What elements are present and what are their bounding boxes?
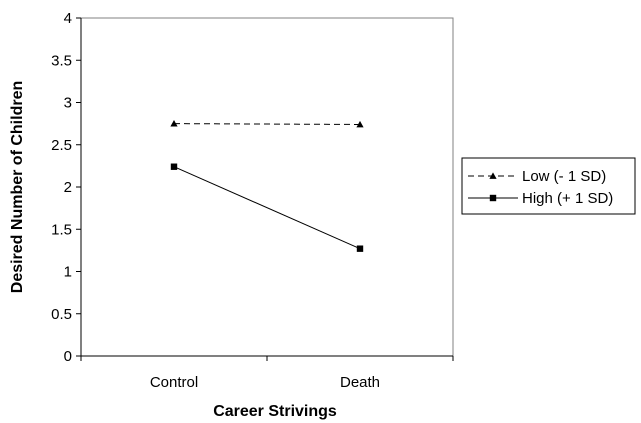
legend-box	[461, 157, 636, 215]
y-axis-title: Desired Number of Children	[9, 81, 26, 293]
series-1	[170, 120, 364, 128]
y-tick-label: 0.5	[51, 306, 72, 323]
x-tick-label: Death	[340, 374, 380, 391]
y-axis: 0 0.5 1 1.5 2 2.5 3 3.5 4	[51, 10, 82, 365]
data-point-triangle	[170, 120, 178, 127]
series-line	[173, 166, 361, 250]
y-tick-label: 1.5	[51, 221, 72, 238]
legend-item: High (+ 1 SD)	[468, 190, 613, 207]
y-tick-label: 2	[64, 179, 72, 196]
data-point-square	[356, 245, 364, 252]
legend-label: Low (- 1 SD)	[522, 168, 606, 185]
series-2	[170, 163, 364, 252]
data-point-square	[170, 163, 178, 170]
series-line	[173, 123, 361, 125]
legend-item: Low (- 1 SD)	[468, 168, 606, 185]
legend: Low (- 1 SD) High (+ 1 SD)	[461, 157, 636, 215]
y-tick-label: 2.5	[51, 137, 72, 154]
x-tick-label: Control	[150, 374, 198, 391]
y-tick-label: 4	[64, 10, 72, 27]
legend-label: High (+ 1 SD)	[522, 190, 613, 207]
data-point-triangle	[356, 120, 364, 128]
series-layer	[170, 120, 364, 252]
x-axis-title: Career Strivings	[213, 403, 337, 420]
y-tick-label: 0	[64, 348, 72, 365]
y-tick-label: 3	[64, 95, 72, 112]
y-tick-label: 1	[64, 264, 72, 281]
x-axis: Control Death	[80, 355, 454, 391]
legend-marker-triangle	[489, 172, 497, 179]
legend-marker-square	[489, 194, 497, 202]
y-tick-label: 3.5	[51, 52, 72, 69]
